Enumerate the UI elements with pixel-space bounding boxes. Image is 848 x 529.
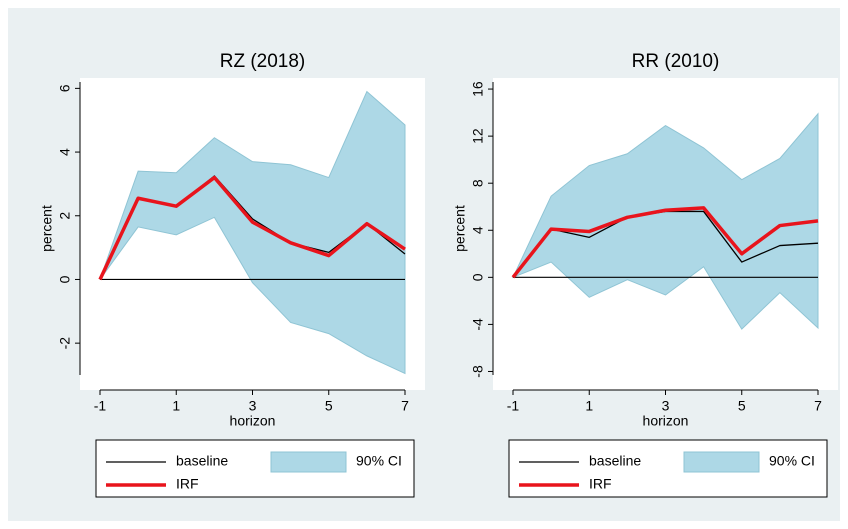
- y-axis-label: percent: [452, 205, 468, 252]
- legend-swatch: [683, 451, 760, 473]
- legend-box: [508, 439, 828, 498]
- y-tick-label: -2: [57, 337, 73, 350]
- y-tick-label: 0: [470, 273, 486, 281]
- x-tick-label: 3: [662, 398, 670, 414]
- chart-title: RZ (2018): [220, 51, 306, 72]
- legend-swatch: [270, 451, 347, 473]
- x-tick-label: 1: [172, 398, 180, 414]
- legend-label: 90% CI: [356, 453, 402, 469]
- legend-label: IRF: [176, 476, 199, 492]
- x-tick-label: 5: [738, 398, 746, 414]
- ci-band: [99, 90, 406, 375]
- x-tick-label: -1: [507, 398, 520, 414]
- y-tick-label: 0: [57, 275, 73, 283]
- y-tick-label: 16: [470, 81, 486, 97]
- y-tick-label: 8: [470, 179, 486, 187]
- legend-label: IRF: [589, 476, 612, 492]
- x-axis-label: horizon: [643, 413, 689, 429]
- y-tick-label: 12: [470, 128, 486, 144]
- chart-title: RR (2010): [632, 51, 720, 72]
- y-tick-label: -4: [470, 318, 486, 331]
- y-tick-label: 2: [57, 212, 73, 220]
- x-tick-label: 7: [814, 398, 822, 414]
- x-tick-label: 3: [249, 398, 257, 414]
- y-axis-label: percent: [39, 205, 55, 252]
- x-axis-label: horizon: [230, 413, 276, 429]
- series-line: [511, 206, 819, 279]
- legend-box: [95, 439, 415, 498]
- y-tick-label: 6: [57, 84, 73, 92]
- y-tick-label: -8: [470, 365, 486, 378]
- legend-label: baseline: [589, 453, 641, 469]
- legend-label: 90% CI: [769, 453, 815, 469]
- series-line: [98, 175, 406, 281]
- x-tick-label: -1: [94, 398, 107, 414]
- y-tick-label: 4: [470, 226, 486, 234]
- x-tick-label: 1: [585, 398, 593, 414]
- x-tick-label: 7: [401, 398, 409, 414]
- x-tick-label: 5: [325, 398, 333, 414]
- y-tick-label: 4: [57, 148, 73, 156]
- legend-label: baseline: [176, 453, 228, 469]
